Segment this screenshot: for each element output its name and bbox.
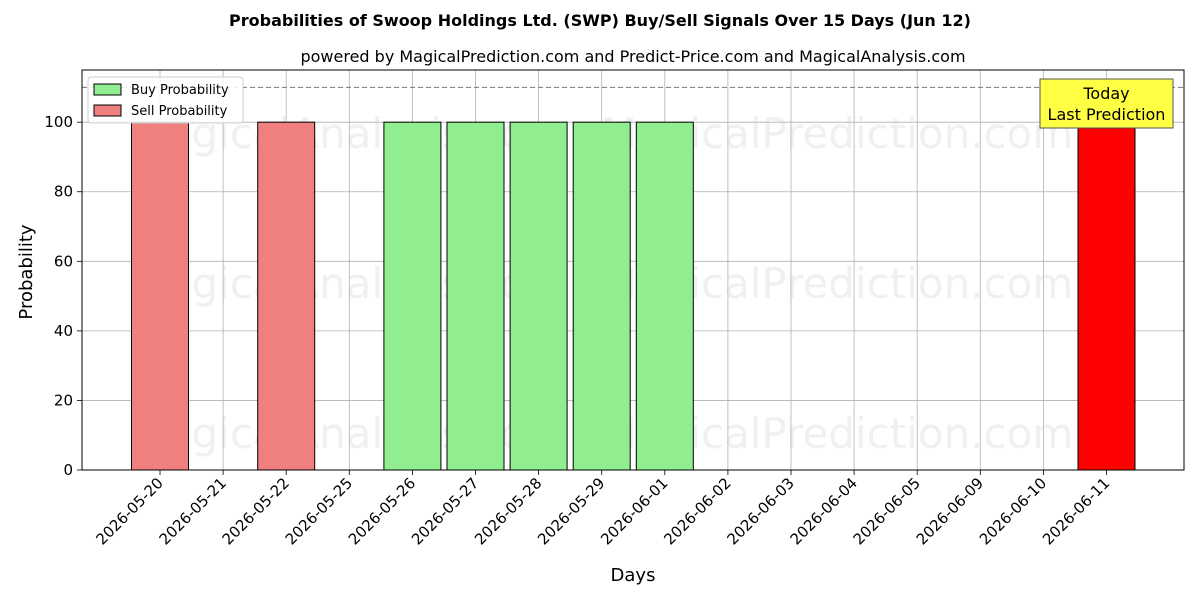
today-annotation-line2: Last Prediction — [1048, 105, 1166, 124]
x-tick-label: 2026-05-21 — [156, 474, 230, 548]
buy-bar — [509, 121, 568, 471]
plot-frame — [81, 69, 1185, 471]
y-tick-label: 60 — [54, 252, 73, 270]
y-tick-label: 20 — [54, 391, 73, 409]
chart-title: Probabilities of Swoop Holdings Ltd. (SW… — [229, 11, 971, 30]
buy-bar — [635, 121, 694, 471]
x-tick-label: 2026-05-22 — [219, 474, 293, 548]
sell-bar — [257, 121, 316, 471]
x-tick-label: 2026-05-25 — [282, 474, 356, 548]
buy-bar — [572, 121, 631, 471]
x-tick-label: 2026-06-10 — [976, 474, 1050, 548]
sell-bar — [131, 121, 189, 471]
x-tick-label: 2026-05-28 — [471, 474, 545, 548]
x-tick-label: 2026-05-20 — [92, 474, 166, 548]
y-axis-label: Probability — [16, 224, 37, 319]
chart-subtitle: powered by MagicalPrediction.com and Pre… — [300, 47, 965, 66]
x-tick-label: 2026-05-27 — [408, 474, 482, 548]
legend-sell-swatch — [93, 104, 122, 117]
x-tick-label: 2026-06-04 — [787, 474, 861, 548]
x-tick-label: 2026-06-01 — [597, 474, 671, 548]
y-tick-label: 40 — [54, 322, 73, 340]
x-axis-label: Days — [611, 565, 656, 586]
today-bar — [1077, 121, 1136, 471]
y-tick-label: 100 — [44, 113, 73, 131]
x-tick-label: 2026-06-05 — [850, 474, 924, 548]
y-tick-label: 80 — [54, 183, 73, 201]
x-tick-label: 2026-06-03 — [723, 474, 797, 548]
legend-sell-label: Sell Probability — [131, 104, 228, 119]
buy-bar — [446, 121, 505, 471]
x-tick-label: 2026-06-02 — [660, 474, 734, 548]
legend-buy-label: Buy Probability — [131, 83, 229, 98]
buy-bar — [383, 121, 442, 471]
today-annotation-box — [1039, 78, 1174, 129]
x-tick-label: 2026-05-26 — [345, 474, 419, 548]
x-tick-label: 2026-05-29 — [534, 474, 608, 548]
today-annotation-line1: Today — [1082, 84, 1129, 103]
legend-box — [87, 76, 244, 124]
legend-buy-swatch — [93, 83, 122, 96]
x-tick-label: 2026-06-09 — [913, 474, 987, 548]
y-tick-label: 0 — [63, 461, 73, 479]
x-tick-label: 2026-06-11 — [1039, 474, 1113, 548]
